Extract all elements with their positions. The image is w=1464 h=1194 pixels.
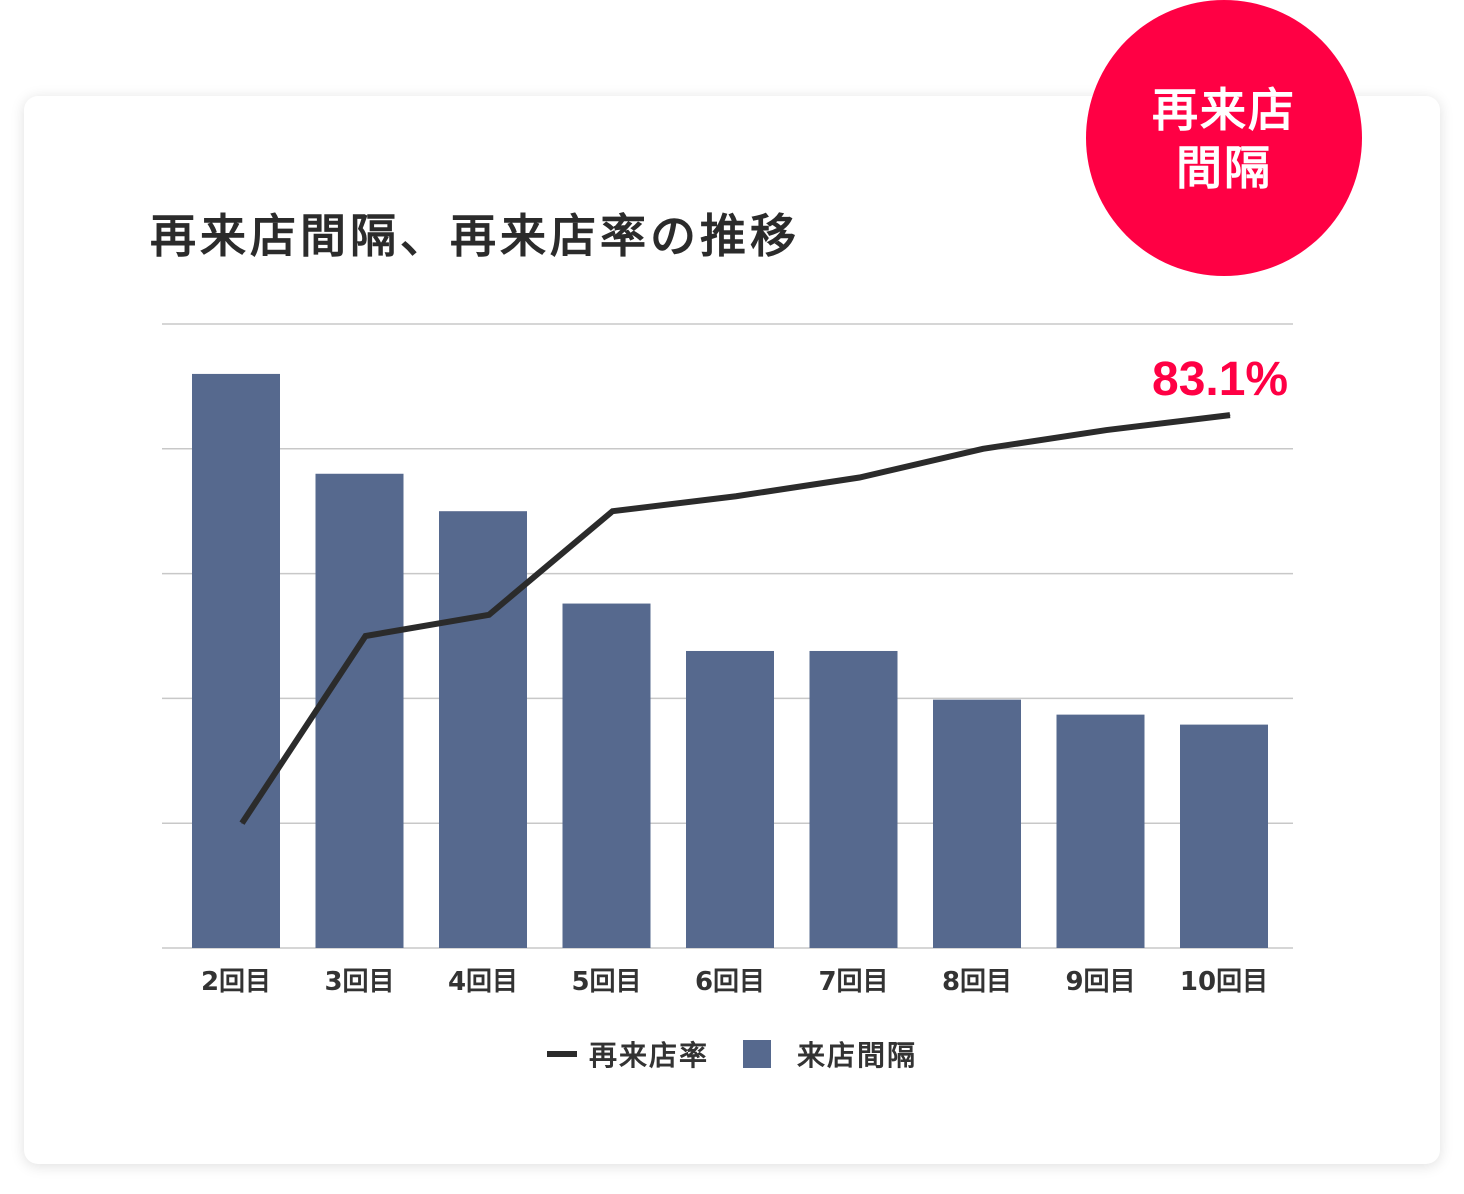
rate-point-3回目 <box>365 635 366 637</box>
x-tick-label: 2回目 <box>201 967 271 997</box>
bar-9回目 <box>1056 714 1145 948</box>
rate-point-6回目 <box>735 495 737 497</box>
rate-point-8回目 <box>982 448 984 450</box>
x-tick-label: 6回目 <box>695 967 765 997</box>
legend-bar-swatch <box>743 1040 771 1068</box>
x-tick-label: 8回目 <box>942 967 1012 997</box>
legend-line-marker <box>546 1051 577 1057</box>
x-tick-label: 10回目 <box>1180 967 1268 997</box>
badge-line-2: 間隔 <box>1176 141 1272 195</box>
legend-item-interval: 来店間隔 <box>709 1034 917 1074</box>
legend-label-rate: 再来店率 <box>588 1039 709 1072</box>
legend-label-interval: 来店間隔 <box>797 1039 918 1072</box>
rate-point-2回目 <box>241 822 243 824</box>
badge-line-1: 再来店 <box>1152 83 1296 137</box>
topic-badge: 再来店 間隔 <box>1086 0 1362 276</box>
rate-point-5回目 <box>612 510 613 512</box>
bar-7回目 <box>809 650 898 948</box>
x-tick-label: 4回目 <box>448 967 518 997</box>
bar-6回目 <box>686 650 774 948</box>
rate-point-9回目 <box>1106 429 1107 431</box>
legend-item-rate: 再来店率 <box>546 1034 709 1074</box>
rate-point-4回目 <box>488 614 490 616</box>
rate-point-7回目 <box>859 477 860 479</box>
bar-2回目 <box>192 373 280 948</box>
bar-4回目 <box>439 511 527 948</box>
rate-annotation: 83.1% <box>1152 353 1288 406</box>
chart-title: 再来店間隔、再来店率の推移 <box>150 209 800 263</box>
rate-point-10回目 <box>1229 414 1231 416</box>
bar-3回目 <box>315 473 404 948</box>
x-tick-label: 9回目 <box>1065 967 1135 997</box>
chart-legend: 再来店率 来店間隔 <box>0 1034 1464 1074</box>
bar-5回目 <box>562 603 651 948</box>
x-tick-label: 7回目 <box>818 967 888 997</box>
x-tick-label: 5回目 <box>571 967 641 997</box>
bar-8回目 <box>933 699 1021 948</box>
bar-10回目 <box>1180 724 1268 948</box>
x-tick-label: 3回目 <box>324 967 394 997</box>
